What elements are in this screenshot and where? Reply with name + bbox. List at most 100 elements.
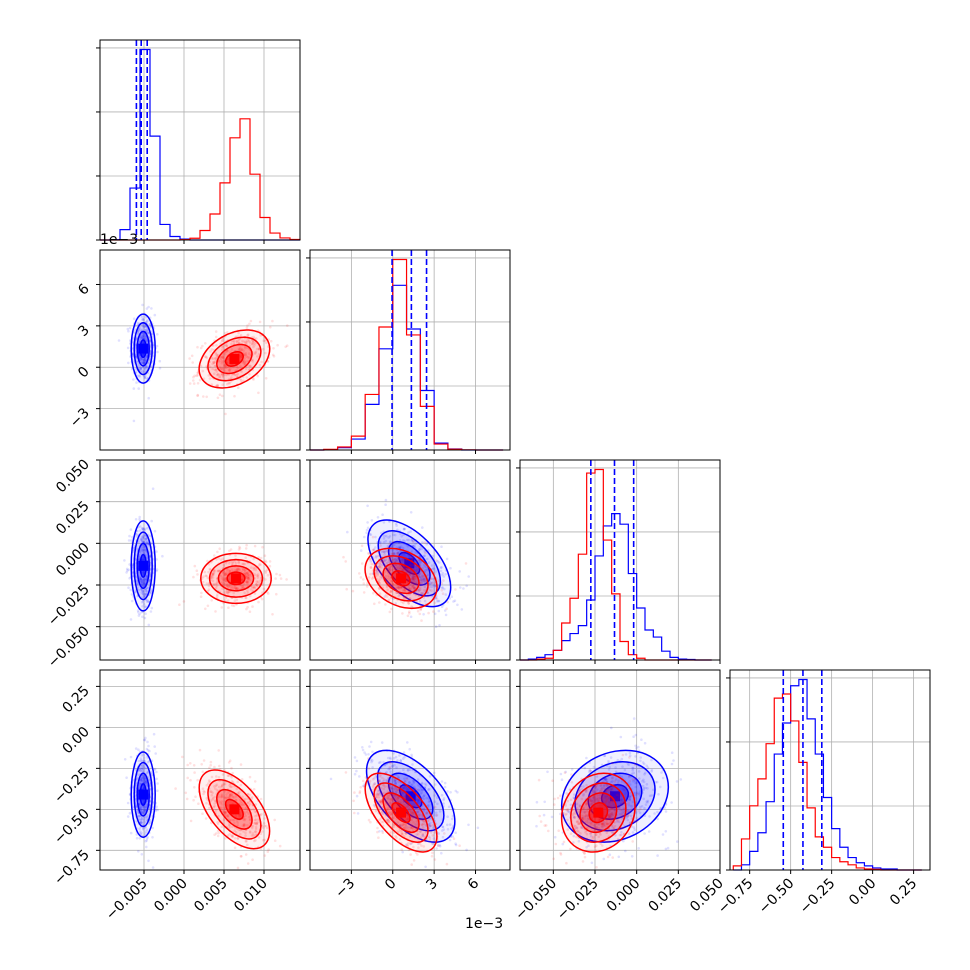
scatter-point	[223, 365, 227, 368]
scatter-point	[234, 586, 237, 590]
scatter-point	[248, 830, 252, 833]
scatter-point	[635, 781, 638, 784]
scatter-point	[641, 784, 645, 788]
scatter-point	[147, 305, 150, 309]
scatter-point	[577, 839, 581, 843]
scatter-point	[246, 792, 250, 796]
scatter-point	[445, 607, 448, 610]
scatter-point	[127, 586, 130, 589]
scatter-point	[400, 848, 404, 851]
scatter-point	[223, 364, 227, 367]
scatter-point	[253, 810, 257, 813]
scatter-point	[411, 576, 415, 580]
scatter-point	[205, 395, 208, 399]
scatter-point	[214, 351, 217, 355]
scatter-point	[238, 547, 242, 550]
scatter-point	[230, 340, 234, 343]
scatter-point	[597, 823, 601, 826]
scatter-point	[422, 807, 426, 811]
scatter-point	[142, 590, 145, 594]
scatter-point	[594, 833, 598, 837]
scatter-point	[411, 558, 414, 561]
scatter-point	[375, 795, 378, 798]
scatter-point	[141, 615, 144, 619]
scatter-point	[385, 779, 389, 782]
scatter-point	[135, 534, 138, 538]
scatter-point	[409, 853, 412, 856]
tick-label: −0.025	[45, 582, 93, 630]
scatter-point	[143, 368, 147, 371]
scatter-point	[137, 748, 140, 751]
scatter-point	[607, 815, 611, 818]
scatter-point	[366, 504, 369, 508]
scatter-point	[149, 610, 153, 613]
scatter-point	[144, 579, 147, 582]
scatter-point	[202, 759, 206, 762]
scatter-point	[386, 790, 390, 793]
scatter-point	[402, 757, 405, 760]
scatter-point	[207, 779, 211, 782]
scatter-point	[436, 802, 439, 806]
scatter-point	[246, 575, 250, 578]
scatter-point	[378, 541, 382, 545]
scatter-point	[385, 807, 389, 811]
scatter-point	[657, 793, 660, 796]
scatter-point	[443, 832, 446, 835]
scatter-point	[140, 336, 143, 340]
scatter-point	[353, 756, 357, 759]
scatter-point	[359, 576, 363, 579]
scatter-point	[620, 827, 624, 830]
scatter-point	[617, 820, 621, 824]
scatter-point	[376, 780, 380, 783]
scatter-point	[421, 833, 425, 837]
scatter-point	[425, 796, 428, 800]
scatter-point	[427, 561, 431, 564]
scatter-point	[399, 759, 403, 762]
scatter-point	[140, 549, 144, 552]
scatter-point	[250, 795, 254, 799]
scatter-point	[263, 339, 267, 343]
scatter-point	[387, 571, 390, 575]
scatter-point	[368, 781, 371, 784]
scatter-point	[635, 791, 639, 794]
scatter-point	[630, 804, 633, 808]
scatter-point	[376, 571, 380, 575]
histogram-blue	[100, 48, 300, 241]
scatter-point	[410, 564, 413, 567]
scatter-point	[135, 833, 138, 836]
scatter-point	[246, 577, 250, 580]
scatter-point	[248, 594, 252, 598]
scatter-point	[626, 815, 629, 819]
panel-frame	[519, 459, 721, 661]
scatter-point	[423, 563, 426, 567]
scatter-point	[247, 815, 251, 819]
scatter-point	[218, 764, 221, 768]
scatter-point	[223, 811, 227, 814]
scatter-point	[648, 815, 651, 818]
scatter-point	[255, 814, 259, 817]
scatter-point	[440, 605, 444, 609]
scatter-point	[151, 806, 155, 809]
scatter-point	[142, 579, 146, 583]
scatter-point	[423, 554, 426, 558]
scatter-point	[233, 837, 237, 840]
scatter-point	[625, 816, 628, 819]
scatter-point	[252, 834, 255, 837]
scatter-point	[192, 575, 195, 579]
scatter-point	[140, 581, 144, 584]
scatter-point	[144, 588, 148, 592]
scatter-point	[213, 554, 216, 557]
scatter-point	[388, 756, 392, 760]
scatter-point	[403, 595, 406, 599]
scatter-point	[245, 340, 249, 344]
scatter-point	[411, 556, 414, 560]
scatter-point	[225, 366, 228, 370]
tick-label: 0.050	[53, 457, 93, 497]
scatter-point	[610, 726, 613, 730]
contour-line	[364, 547, 438, 610]
scatter-point	[414, 542, 417, 546]
scatter-point	[593, 845, 597, 848]
scatter-point	[226, 834, 230, 837]
scatter-point	[211, 791, 214, 795]
scatter-point	[429, 824, 433, 827]
